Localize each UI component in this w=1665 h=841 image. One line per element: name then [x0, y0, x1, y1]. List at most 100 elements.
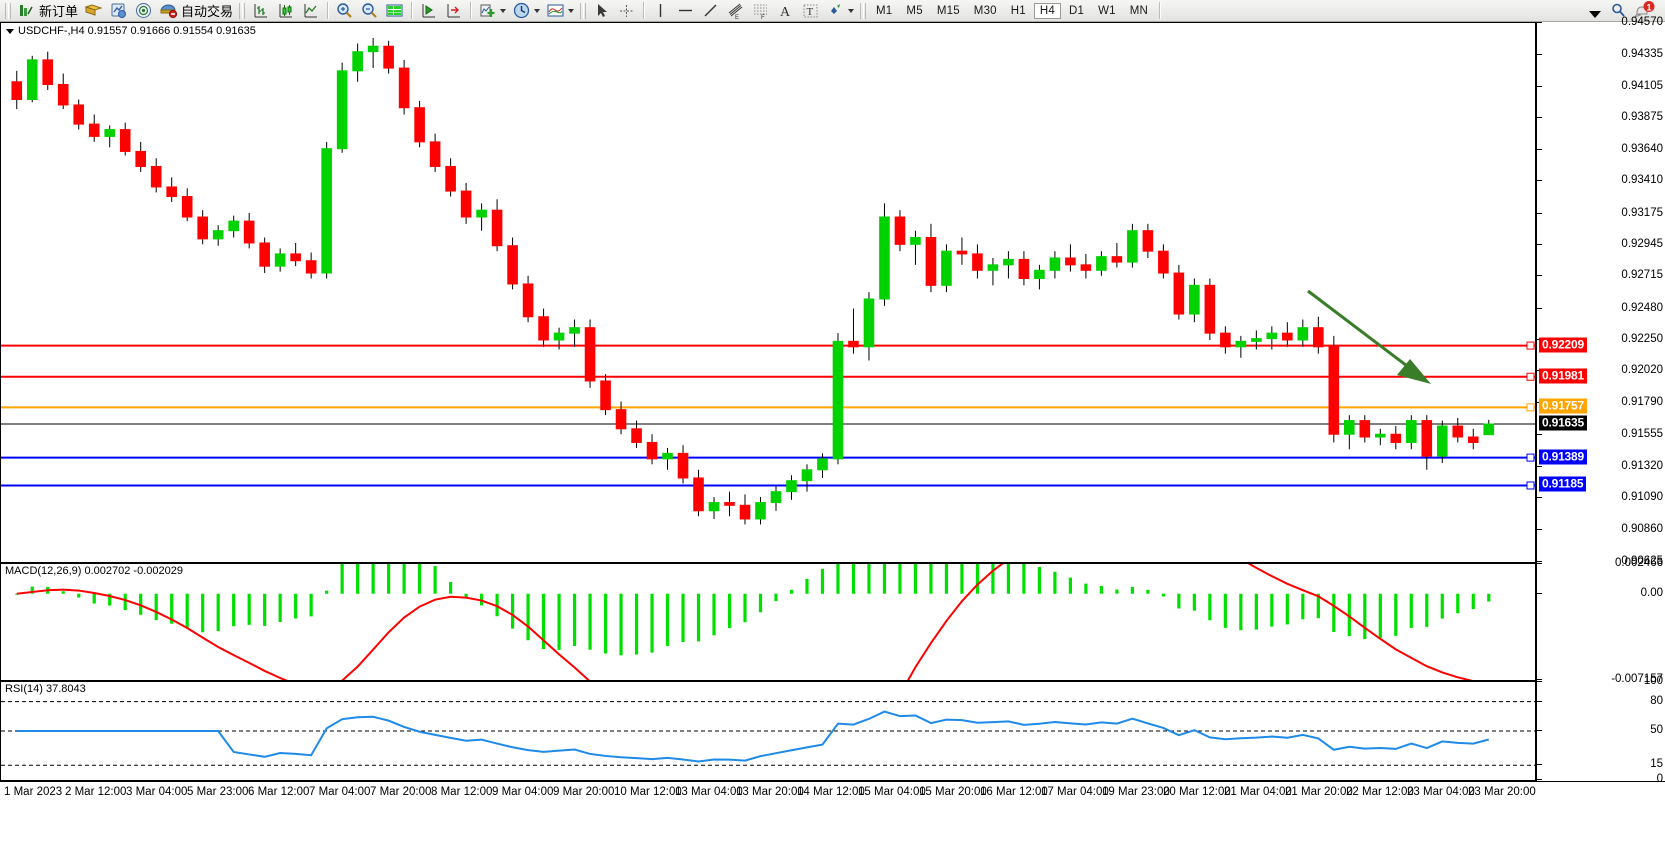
toolbar-grip-3[interactable]: [580, 2, 587, 19]
period-w1[interactable]: W1: [1098, 4, 1116, 17]
candle-body: [1204, 284, 1216, 334]
macd-pane[interactable]: MACD(12,26,9) 0.002702 -0.002029: [0, 563, 1536, 681]
indicators-button[interactable]: [475, 1, 509, 21]
period-d1[interactable]: D1: [1069, 4, 1085, 17]
horizontal-line-button[interactable]: [673, 1, 698, 21]
time-tick-label: 14 Mar 12:00: [797, 786, 865, 798]
crosshair-button[interactable]: [614, 1, 639, 21]
candle-body: [1313, 327, 1324, 348]
chart-menu-triangle-icon[interactable]: [6, 28, 14, 34]
alerts-icon: 1: [1633, 1, 1656, 20]
candle-body: [1359, 420, 1371, 438]
fibonacci-button[interactable]: F: [748, 1, 773, 21]
level-handle-support-2[interactable]: [1526, 481, 1535, 490]
price-tick-label: 0.91090: [1621, 491, 1663, 504]
candle-body: [1080, 264, 1092, 271]
level-handle-resistance-2[interactable]: [1526, 372, 1535, 381]
macd-histogram-bar: [15, 593, 19, 595]
templates-chevron-down-icon[interactable]: [568, 8, 575, 13]
chart-scroll-triangle-icon[interactable]: [1589, 11, 1601, 18]
templates-button[interactable]: [543, 1, 577, 21]
text-label-button[interactable]: T: [798, 1, 823, 21]
vertical-line-button[interactable]: [648, 1, 673, 21]
macd-histogram-bar: [991, 564, 995, 594]
svg-text:T: T: [807, 6, 814, 18]
candle-body: [290, 253, 301, 262]
period-mn[interactable]: MN: [1129, 4, 1149, 17]
price-level-box-support-2[interactable]: 0.91185: [1539, 476, 1587, 492]
rsi-pane[interactable]: RSI(14) 37.8043: [0, 681, 1536, 781]
bar-chart-button[interactable]: [248, 1, 273, 21]
macd-histogram-bar: [92, 593, 96, 604]
folder-button[interactable]: [81, 1, 106, 21]
chart-area[interactable]: USDCHF-,H4 0.91557 0.91666 0.91554 0.916…: [0, 11, 1665, 841]
toolbar-grip-4[interactable]: [860, 2, 867, 19]
macd-histogram-bar: [449, 582, 453, 594]
period-m30[interactable]: M30: [973, 4, 997, 17]
candle-body: [166, 186, 178, 198]
shapes-chevron-down-icon[interactable]: [848, 8, 855, 13]
auto-scroll-button[interactable]: [441, 1, 466, 21]
price-tick-mark: [1537, 180, 1542, 182]
market-watch-button[interactable]: [131, 1, 156, 21]
alerts-button[interactable]: 1: [1631, 1, 1659, 21]
search-button[interactable]: [1606, 1, 1631, 21]
rsi-tick-label: 100: [1643, 675, 1663, 687]
main-toolbar: 新订单: [0, 0, 1665, 22]
macd-histogram-bar: [1301, 593, 1305, 620]
macd-histogram-bar: [216, 593, 220, 632]
candlestick-chart-button[interactable]: [273, 1, 298, 21]
data-window-button[interactable]: [382, 1, 407, 21]
line-chart-button[interactable]: [298, 1, 323, 21]
time-tick-label: 7 Mar 04:00: [309, 786, 371, 798]
price-level-box-resistance-2[interactable]: 0.91981: [1539, 368, 1587, 384]
cursor-button[interactable]: [589, 1, 614, 21]
period-m15[interactable]: M15: [936, 4, 960, 17]
candle-body: [925, 237, 937, 286]
shapes-button[interactable]: [823, 1, 857, 21]
rsi-tick-label: 0: [1656, 773, 1663, 785]
level-handle-pivot[interactable]: [1526, 403, 1535, 412]
level-handle-resistance-1[interactable]: [1526, 341, 1535, 350]
price-tick-label: 0.91320: [1621, 460, 1663, 473]
macd-histogram-bar: [820, 568, 825, 594]
period-button[interactable]: [509, 1, 543, 21]
period-chevron-down-icon[interactable]: [534, 8, 541, 13]
price-axis[interactable]: 0.94570 0.94335 0.94105 0.93875 0.93640 0.934…: [1536, 11, 1665, 785]
toolbar-grip-2[interactable]: [239, 2, 246, 19]
candle-body: [538, 316, 549, 341]
equidistant-channel-button[interactable]: E: [723, 1, 748, 21]
zoom-in-button[interactable]: [332, 1, 357, 21]
price-pane[interactable]: USDCHF-,H4 0.91557 0.91666 0.91554 0.916…: [0, 22, 1536, 563]
zoom-out-button[interactable]: [357, 1, 382, 21]
new-order-button[interactable]: 新订单: [14, 1, 81, 21]
candle-body: [445, 165, 456, 192]
new-order-icon: [17, 1, 36, 20]
time-axis[interactable]: 1 Mar 2023 2 Mar 12:00 3 Mar 04:00 5 Mar 23…: [0, 781, 1665, 841]
toolbar-grip[interactable]: [5, 2, 11, 19]
level-handle-support-1[interactable]: [1526, 453, 1535, 462]
text-button[interactable]: A: [773, 1, 798, 21]
candle-body: [1436, 425, 1448, 457]
candle-body: [662, 452, 673, 460]
candle-body: [1483, 423, 1495, 436]
price-level-box-last-price[interactable]: 0.91635: [1539, 415, 1587, 431]
price-level-box-pivot[interactable]: 0.91757: [1539, 398, 1587, 414]
macd-histogram-bar: [526, 593, 530, 641]
chart-shift-button[interactable]: [416, 1, 441, 21]
price-level-box-support-1[interactable]: 0.91389: [1539, 449, 1587, 465]
price-level-box-resistance-1[interactable]: 0.92209: [1539, 337, 1587, 353]
macd-histogram-bar: [541, 593, 546, 649]
autotrading-button[interactable]: 自动交易: [156, 1, 236, 21]
period-h1[interactable]: H1: [1010, 4, 1026, 17]
trendline-button[interactable]: [698, 1, 723, 21]
candle-body: [1452, 425, 1464, 438]
period-m1[interactable]: M1: [876, 4, 893, 17]
period-h4[interactable]: H4: [1033, 2, 1061, 19]
candle-body: [1127, 230, 1138, 263]
candle-body: [1251, 338, 1262, 342]
profiles-button[interactable]: [106, 1, 131, 21]
downtrend-arrow-annotation[interactable]: [1307, 289, 1431, 384]
period-m5[interactable]: M5: [906, 4, 923, 17]
indicators-chevron-down-icon[interactable]: [500, 8, 507, 13]
